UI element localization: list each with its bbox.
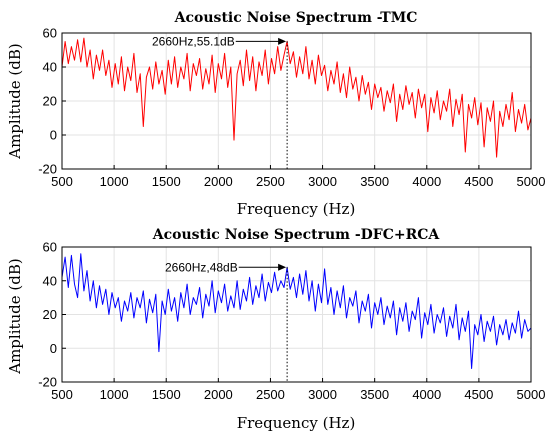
y-axis-label: Amplitude (dB) bbox=[6, 43, 24, 160]
x-tick-label: 1500 bbox=[152, 387, 181, 402]
x-tick-label: 4000 bbox=[412, 387, 441, 402]
series-line bbox=[61, 37, 532, 158]
x-tick-label: 5000 bbox=[517, 387, 546, 402]
x-tick-label: 3000 bbox=[308, 387, 337, 402]
annotation-arrowhead bbox=[278, 263, 287, 271]
x-tick-label: 1000 bbox=[100, 174, 129, 189]
series-line bbox=[61, 253, 532, 369]
x-axis-label: Frequency (Hz) bbox=[237, 200, 356, 218]
dfc-rca-spectrum-chart: Acoustic Noise Spectrum -DFC+RCA Amplitu… bbox=[6, 227, 545, 432]
tmc-spectrum-chart: Acoustic Noise Spectrum -TMC Amplitude (… bbox=[6, 10, 545, 218]
y-tick-label: 0 bbox=[50, 128, 57, 143]
chart-title: Acoustic Noise Spectrum -TMC bbox=[174, 10, 418, 26]
x-tick-label: 4500 bbox=[464, 387, 493, 402]
y-tick-label: 60 bbox=[43, 26, 57, 41]
annotation-arrowhead bbox=[278, 37, 287, 45]
y-axis-label: Amplitude (dB) bbox=[6, 258, 24, 375]
y-tick-label: 40 bbox=[43, 273, 57, 288]
y-tick-label: 0 bbox=[50, 341, 57, 356]
annotation-label: 2660Hz,55.1dB bbox=[152, 34, 235, 48]
y-tick-label: 40 bbox=[43, 60, 57, 75]
x-tick-label: 3500 bbox=[360, 387, 389, 402]
x-tick-label: 2000 bbox=[204, 174, 233, 189]
x-tick-label: 1000 bbox=[100, 387, 129, 402]
x-tick-label: 5000 bbox=[517, 174, 546, 189]
y-tick-label: 60 bbox=[43, 240, 57, 255]
x-tick-label: 4000 bbox=[412, 174, 441, 189]
x-tick-label: 3500 bbox=[360, 174, 389, 189]
chart-title: Acoustic Noise Spectrum -DFC+RCA bbox=[152, 227, 441, 243]
x-tick-label: 2000 bbox=[204, 387, 233, 402]
y-tick-label: 20 bbox=[43, 94, 57, 109]
annotation-label: 2660Hz,48dB bbox=[165, 260, 238, 274]
y-tick-label: -20 bbox=[38, 375, 57, 390]
y-tick-label: 20 bbox=[43, 307, 57, 322]
x-tick-label: 2500 bbox=[256, 174, 285, 189]
x-axis-label: Frequency (Hz) bbox=[237, 414, 356, 432]
x-tick-label: 500 bbox=[51, 174, 73, 189]
x-tick-label: 3000 bbox=[308, 174, 337, 189]
x-tick-label: 1500 bbox=[152, 174, 181, 189]
y-tick-label: -20 bbox=[38, 162, 57, 177]
x-tick-label: 2500 bbox=[256, 387, 285, 402]
x-tick-label: 4500 bbox=[464, 174, 493, 189]
x-tick-label: 500 bbox=[51, 387, 73, 402]
